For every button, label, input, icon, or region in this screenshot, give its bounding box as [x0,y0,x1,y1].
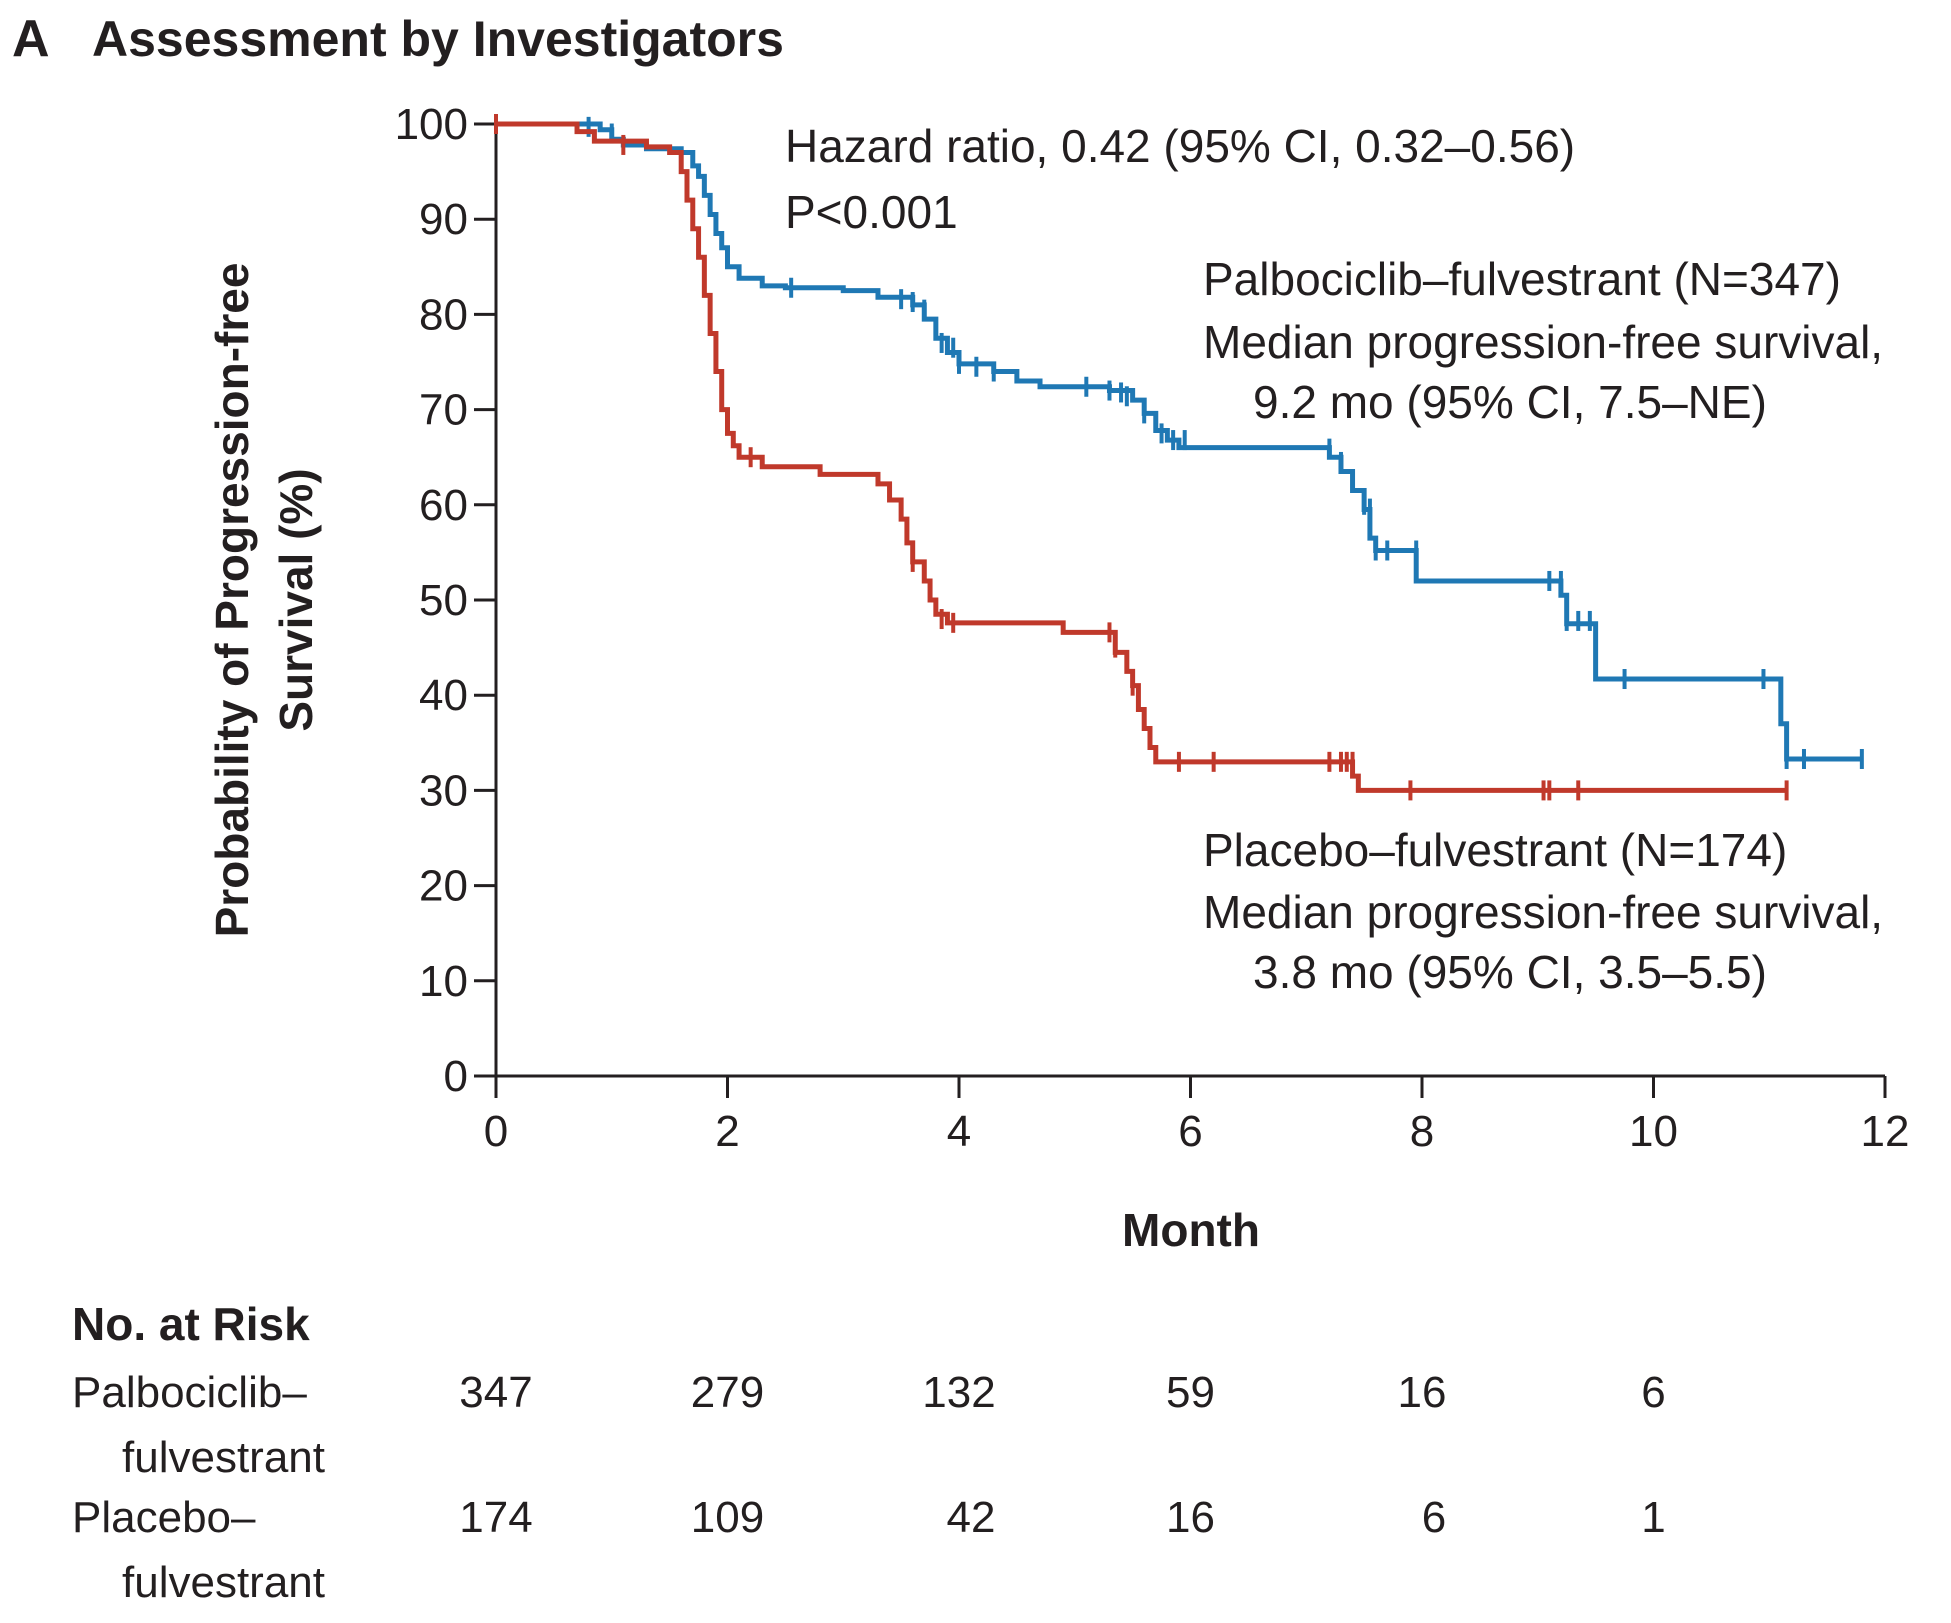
y-axis-title-line1: Probability of Progression-free [206,263,258,938]
hazard-ratio-annotation: Hazard ratio, 0.42 (95% CI, 0.32–0.56) [785,120,1575,172]
risk-value: 279 [691,1368,764,1417]
palbociclib-label-line3: 9.2 mo (95% CI, 7.5–NE) [1253,376,1767,428]
x-tick-label: 4 [947,1107,971,1156]
risk-value: 174 [459,1493,532,1542]
y-tick-label: 40 [419,671,468,720]
risk-table-title: No. at Risk [72,1298,310,1350]
panel-letter: A [12,10,50,68]
p-value-annotation: P<0.001 [785,186,958,238]
risk-value: 59 [1166,1368,1215,1417]
y-tick-label: 10 [419,957,468,1006]
y-tick-label: 90 [419,195,468,244]
risk-value: 1 [1641,1493,1665,1542]
risk-value: 6 [1422,1493,1446,1542]
y-tick-label: 70 [419,386,468,435]
risk-value: 132 [922,1368,995,1417]
x-axis-title: Month [1122,1204,1260,1256]
palbociclib-label-line2: Median progression-free survival, [1203,316,1883,368]
x-tick-label: 0 [484,1107,508,1156]
y-tick-label: 80 [419,290,468,339]
x-tick-label: 10 [1629,1107,1678,1156]
y-tick-label: 100 [395,100,468,149]
series-line-0 [496,121,1862,762]
palbociclib-label-line1: Palbociclib–fulvestrant (N=347) [1203,253,1841,305]
x-ticks: 0 2 4 6 8 10 12 [484,1076,1910,1156]
x-tick-label: 12 [1861,1107,1910,1156]
series-line-1 [496,121,1787,793]
y-tick-label: 30 [419,766,468,815]
x-tick-label: 8 [1410,1107,1434,1156]
y-tick-label: 20 [419,862,468,911]
risk-value: 347 [459,1368,532,1417]
placebo-label-line2: Median progression-free survival, [1203,886,1883,938]
placebo-label-line1: Placebo–fulvestrant (N=174) [1203,824,1787,876]
y-tick-label: 0 [444,1052,468,1101]
risk-row-palbociclib-label1: Palbociclib– [72,1368,307,1417]
x-tick-label: 6 [1178,1107,1202,1156]
risk-row-placebo-label1: Placebo– [72,1493,256,1542]
risk-row-palbociclib-label2: fulvestrant [122,1433,325,1482]
y-axis-title-line2: Survival (%) [270,468,322,731]
risk-value: 42 [947,1493,996,1542]
placebo-label-line3: 3.8 mo (95% CI, 3.5–5.5) [1253,946,1767,998]
risk-value: 6 [1641,1368,1665,1417]
survival-curves [494,114,1864,801]
y-tick-label: 60 [419,481,468,530]
risk-values: 347 279 132 59 16 6 174 109 42 16 6 1 [459,1368,1665,1542]
y-ticks: 0 10 20 30 40 50 60 70 80 90 100 [395,100,496,1101]
risk-value: 16 [1166,1493,1215,1542]
risk-value: 16 [1398,1368,1447,1417]
x-tick-label: 2 [715,1107,739,1156]
y-tick-label: 50 [419,576,468,625]
risk-row-placebo-label2: fulvestrant [122,1558,325,1607]
panel-title: Assessment by Investigators [92,11,784,67]
risk-value: 109 [691,1493,764,1542]
